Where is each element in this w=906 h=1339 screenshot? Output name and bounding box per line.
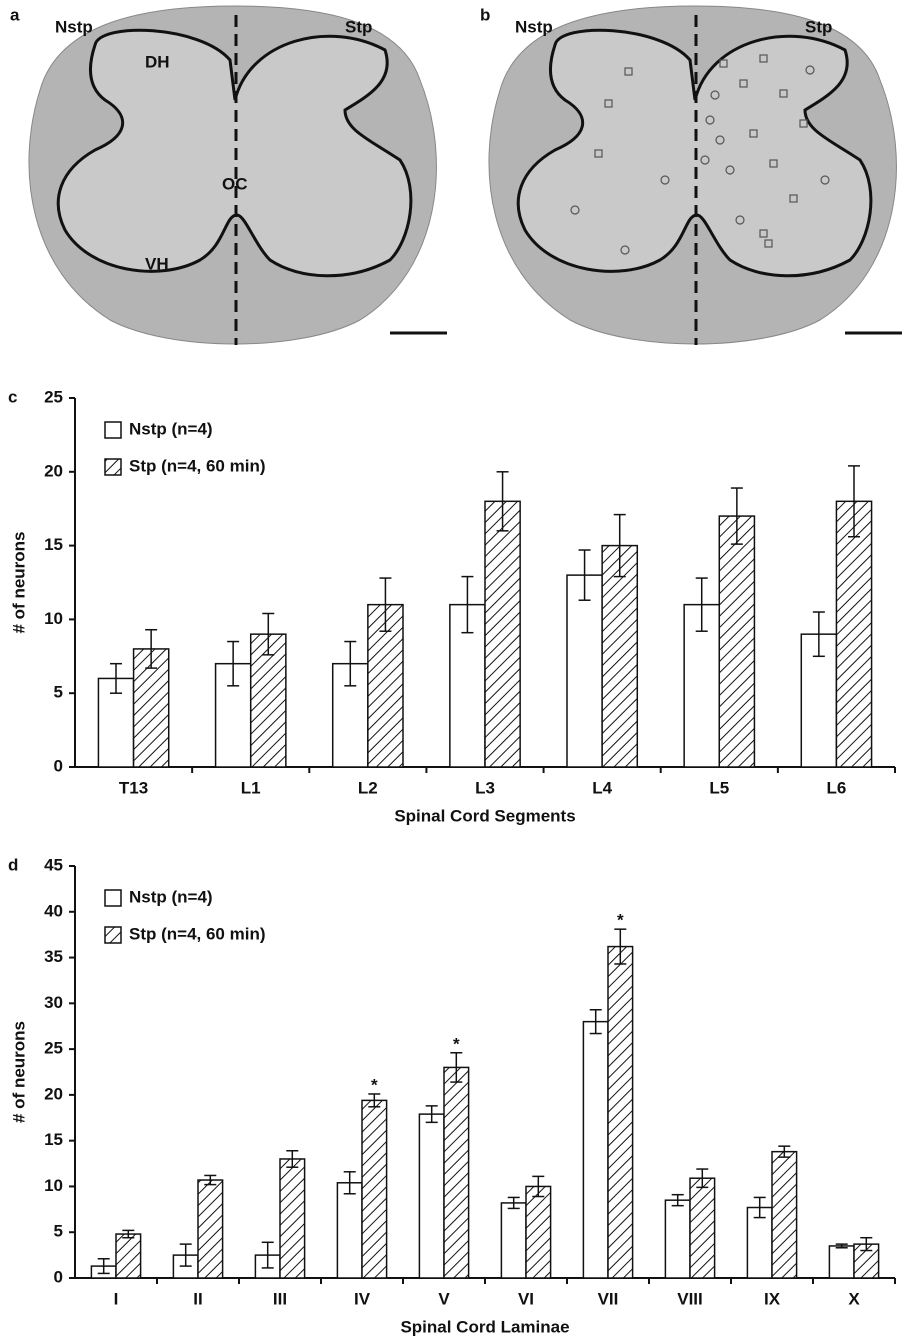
bar <box>771 1150 798 1279</box>
bar <box>197 1179 224 1279</box>
y-tick-label: 25 <box>44 1039 63 1058</box>
side-label: Nstp <box>515 17 553 36</box>
significance-mark: * <box>617 911 624 930</box>
panel-label: a <box>10 5 20 24</box>
legend-label: Stp (n=4, 60 min) <box>129 924 266 943</box>
legend-label: Nstp (n=4) <box>129 419 213 438</box>
cell-markers <box>570 54 830 255</box>
region-label: DH <box>145 52 170 71</box>
x-tick-label: L2 <box>358 778 378 797</box>
bar <box>853 1243 880 1279</box>
bar <box>443 1066 470 1279</box>
bar <box>607 945 634 1279</box>
bar <box>582 1020 609 1279</box>
x-tick-label: I <box>114 1289 119 1308</box>
micrograph-a: a Nstp Stp DH OC VH <box>10 5 447 345</box>
x-tick-label: IX <box>764 1289 781 1308</box>
bar <box>418 1113 445 1279</box>
legend-label: Stp (n=4, 60 min) <box>129 456 266 475</box>
side-label: Stp <box>805 17 832 36</box>
bar <box>566 574 603 768</box>
bar <box>115 1233 142 1279</box>
y-tick-label: 20 <box>44 1084 63 1103</box>
x-tick-label: IV <box>354 1289 371 1308</box>
x-tick-label: L1 <box>241 778 261 797</box>
legend-swatch <box>104 889 122 907</box>
panel-label: d <box>8 855 18 874</box>
y-tick-label: 40 <box>44 901 63 920</box>
bar <box>500 1202 527 1279</box>
y-tick-label: 10 <box>44 1176 63 1195</box>
y-tick-label: 30 <box>44 993 63 1012</box>
y-tick-label: 15 <box>44 535 63 554</box>
y-axis-title: # of neurons <box>9 531 28 633</box>
bar <box>484 500 521 768</box>
y-tick-label: 35 <box>44 947 63 966</box>
x-tick-label: II <box>193 1289 202 1308</box>
y-axis-title: # of neurons <box>9 1021 28 1123</box>
side-label: Nstp <box>55 17 93 36</box>
micrograph-b: b Nstp Stp <box>480 5 902 345</box>
y-tick-label: 10 <box>44 609 63 628</box>
significance-mark: * <box>371 1075 378 1094</box>
side-label: Stp <box>345 17 372 36</box>
x-tick-label: T13 <box>119 778 148 797</box>
y-tick-label: 45 <box>44 855 63 874</box>
panel-label: c <box>8 387 17 406</box>
y-tick-label: 20 <box>44 461 63 480</box>
significance-mark: * <box>453 1034 460 1053</box>
x-tick-label: VI <box>518 1289 534 1308</box>
x-tick-label: L3 <box>475 778 495 797</box>
y-tick-label: 0 <box>54 1267 63 1286</box>
y-tick-label: 0 <box>54 756 63 775</box>
bar <box>746 1206 773 1279</box>
x-axis-title: Spinal Cord Laminae <box>400 1317 569 1336</box>
x-tick-label: X <box>848 1289 860 1308</box>
bar <box>718 515 756 768</box>
y-tick-label: 5 <box>54 683 63 702</box>
legend-swatch <box>104 421 122 439</box>
x-axis-title: Spinal Cord Segments <box>394 806 575 825</box>
bar <box>689 1177 716 1279</box>
legend-swatch <box>104 458 122 476</box>
x-tick-label: VII <box>598 1289 619 1308</box>
legend-swatch <box>104 926 122 944</box>
bar <box>279 1158 306 1279</box>
bar <box>664 1199 691 1279</box>
bar <box>361 1099 388 1279</box>
region-label: OC <box>222 174 248 193</box>
region-label: VH <box>145 254 169 273</box>
y-tick-label: 15 <box>44 1130 63 1149</box>
bar <box>828 1245 855 1279</box>
panel-label: b <box>480 5 490 24</box>
x-tick-label: L5 <box>709 778 729 797</box>
x-tick-label: L4 <box>592 778 612 797</box>
y-tick-label: 5 <box>54 1222 63 1241</box>
x-tick-label: III <box>273 1289 287 1308</box>
x-tick-label: VIII <box>677 1289 703 1308</box>
bar <box>835 500 873 768</box>
legend-label: Nstp (n=4) <box>129 887 213 906</box>
x-tick-label: L6 <box>827 778 847 797</box>
bar <box>525 1185 552 1279</box>
bar <box>249 633 287 768</box>
bar <box>601 544 639 768</box>
y-tick-label: 25 <box>44 387 63 406</box>
x-tick-label: V <box>438 1289 450 1308</box>
bar <box>336 1182 363 1279</box>
